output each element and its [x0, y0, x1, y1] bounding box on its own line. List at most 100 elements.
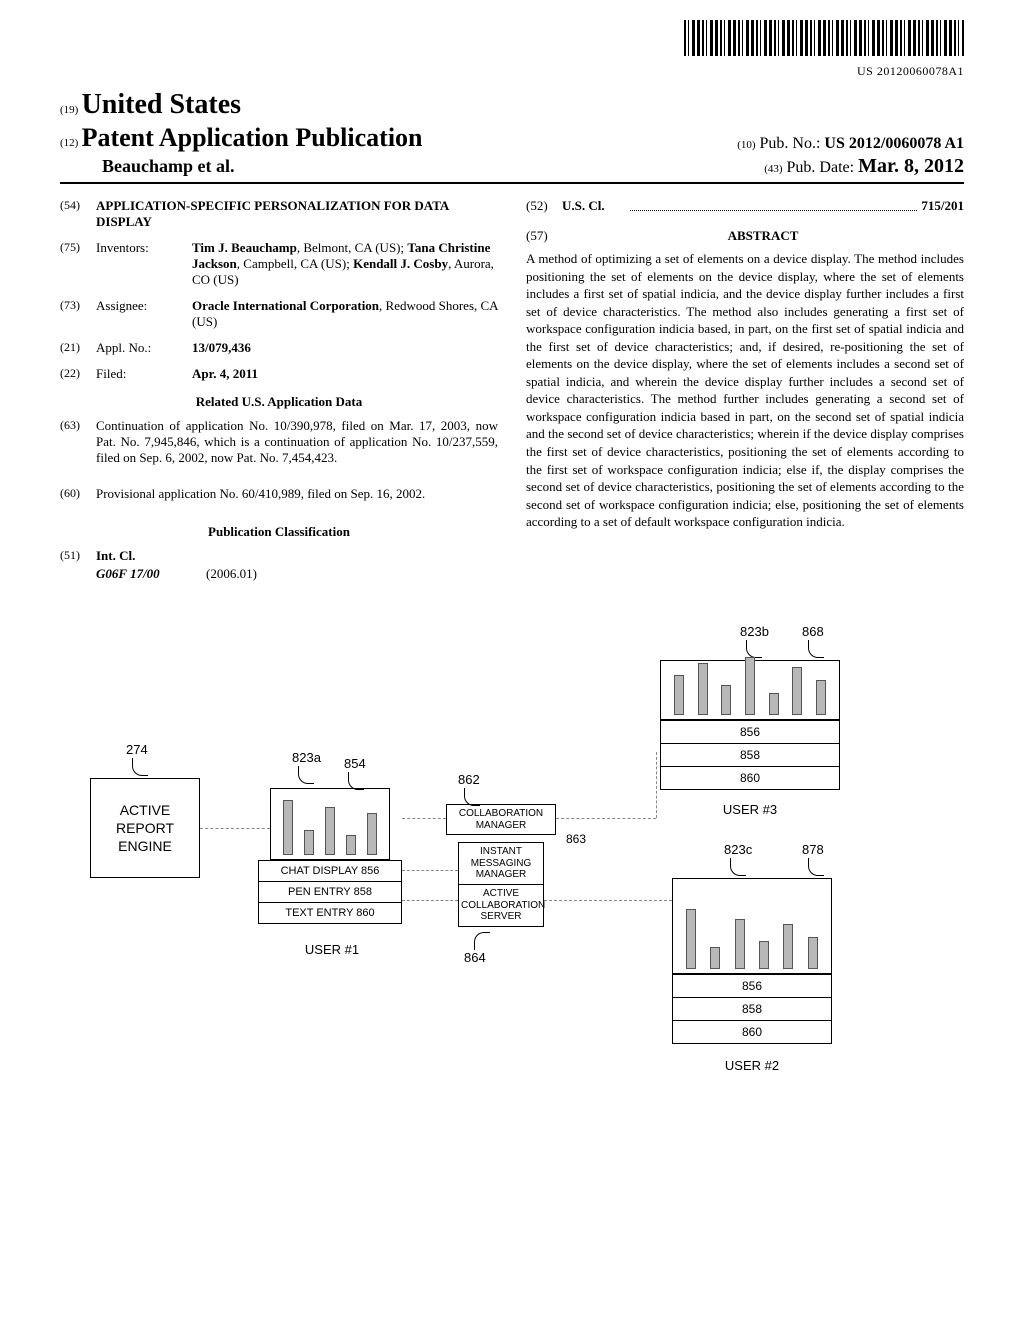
conn-collab-c — [544, 900, 672, 901]
label-21: Appl. No.: — [96, 340, 192, 356]
chart-823b — [660, 660, 840, 720]
num-43: (43) — [764, 163, 782, 175]
num-10: (10) — [737, 139, 755, 151]
u3-860: 860 — [661, 767, 839, 789]
num-60: (60) — [60, 486, 96, 512]
columns: (54) APPLICATION-SPECIFIC PERSONALIZATIO… — [60, 198, 964, 582]
pub-date: Mar. 8, 2012 — [858, 155, 964, 177]
ref-868: 868 — [802, 624, 824, 639]
user1-label: USER #1 — [292, 942, 372, 957]
num-22: (22) — [60, 366, 96, 382]
label-73: Assignee: — [96, 298, 192, 330]
ref-274: 274 — [126, 742, 148, 757]
int-cl-date: (2006.01) — [206, 566, 257, 582]
pub-date-line: (43) Pub. Date: Mar. 8, 2012 — [764, 155, 964, 178]
ref-823b: 823b — [740, 624, 769, 639]
u3-858: 858 — [661, 744, 839, 767]
chart-823a — [270, 788, 390, 860]
active-report-engine: ACTIVE REPORT ENGINE — [90, 778, 200, 878]
hook-823a — [298, 766, 314, 784]
num-19: (19) — [60, 104, 78, 116]
stack-user1: CHAT DISPLAY 856 PEN ENTRY 858 TEXT ENTR… — [258, 860, 402, 924]
field-75: (75) Inventors: Tim J. Beauchamp, Belmon… — [60, 240, 498, 288]
field-57: (57) ABSTRACT — [526, 228, 964, 250]
country-title: United States — [82, 89, 241, 120]
row-text: TEXT ENTRY 860 — [259, 903, 401, 923]
conn-a-collab2 — [402, 870, 458, 871]
pubno-label: Pub. No.: — [760, 135, 821, 152]
pub-row: (12) Patent Application Publication (10)… — [60, 123, 964, 153]
right-col: (52) U.S. Cl. 715/201 (57) ABSTRACT A me… — [526, 198, 964, 582]
pub-title: Patent Application Publication — [82, 123, 423, 152]
patent-figure: 274 ACTIVE REPORT ENGINE 823a 854 CHAT D… — [60, 632, 964, 1152]
ref-878: 878 — [802, 842, 824, 857]
pub-no: US 2012/0060078 A1 — [824, 135, 964, 152]
label-51: Int. Cl. — [96, 548, 498, 564]
hook-823c — [730, 858, 746, 876]
collab-mgr: COLLABORATION MANAGER — [446, 804, 556, 835]
title-54: APPLICATION-SPECIFIC PERSONALIZATION FOR… — [96, 198, 498, 230]
u3-856: 856 — [661, 721, 839, 744]
hook-878 — [808, 858, 824, 876]
ref-823a: 823a — [292, 750, 321, 765]
ref-863: 863 — [566, 832, 586, 846]
row-pen: PEN ENTRY 858 — [259, 882, 401, 903]
user3-label: USER #3 — [710, 802, 790, 817]
conn-274-823a — [200, 828, 270, 829]
pub-no-line: (10) Pub. No.: US 2012/0060078 A1 — [737, 135, 964, 153]
num-63: (63) — [60, 418, 96, 476]
stack-user3: 856 858 860 — [660, 720, 840, 790]
label-22: Filed: — [96, 366, 192, 382]
body-60: Provisional application No. 60/410,989, … — [96, 486, 498, 502]
num-12: (12) — [60, 137, 78, 149]
num-75: (75) — [60, 240, 96, 288]
u2-858: 858 — [673, 998, 831, 1021]
ref-854: 854 — [344, 756, 366, 771]
field-54: (54) APPLICATION-SPECIFIC PERSONALIZATIO… — [60, 198, 498, 230]
field-21: (21) Appl. No.: 13/079,436 — [60, 340, 498, 356]
field-73: (73) Assignee: Oracle International Corp… — [60, 298, 498, 330]
stack-user2: 856 858 860 — [672, 974, 832, 1044]
conn-collab-b-v — [656, 752, 657, 818]
conn-a-collab1 — [402, 818, 446, 819]
author: Beauchamp et al. — [102, 156, 235, 177]
body-63: Continuation of application No. 10/390,9… — [96, 418, 498, 466]
barcode-area — [60, 20, 964, 60]
pubclass-head: Publication Classification — [60, 524, 498, 540]
num-21: (21) — [60, 340, 96, 356]
barcode-caption: US 20120060078A1 — [60, 64, 964, 79]
im-mgr: INSTANT MESSAGING MANAGER — [458, 842, 544, 885]
u2-856: 856 — [673, 975, 831, 998]
abstract-head: ABSTRACT — [562, 228, 964, 244]
pub-type-line: (12) Patent Application Publication — [60, 123, 423, 153]
field-60: (60) Provisional application No. 60/410,… — [60, 486, 498, 512]
label-75: Inventors: — [96, 240, 192, 288]
field-51: (51) Int. Cl. — [60, 548, 498, 564]
num-73: (73) — [60, 298, 96, 330]
acs: ACTIVE COLLABORATION SERVER — [458, 884, 544, 927]
num-51: (51) — [60, 548, 96, 564]
body-21: 13/079,436 — [192, 340, 498, 356]
num-54: (54) — [60, 198, 96, 230]
hook-868 — [808, 640, 824, 658]
chart-823c — [672, 878, 832, 974]
ref-864: 864 — [464, 950, 486, 965]
conn-a-collab3 — [402, 900, 458, 901]
ref-862: 862 — [458, 772, 480, 787]
user2-label: USER #2 — [712, 1058, 792, 1073]
related-head: Related U.S. Application Data — [60, 394, 498, 410]
body-22: Apr. 4, 2011 — [192, 366, 498, 382]
hook-274 — [132, 758, 148, 776]
body-73: Oracle International Corporation, Redwoo… — [192, 298, 498, 330]
body-75: Tim J. Beauchamp, Belmont, CA (US); Tana… — [192, 240, 498, 288]
hook-864 — [474, 932, 490, 950]
left-col: (54) APPLICATION-SPECIFIC PERSONALIZATIO… — [60, 198, 498, 582]
country-line: (19) United States — [60, 89, 241, 121]
u2-860: 860 — [673, 1021, 831, 1043]
field-22: (22) Filed: Apr. 4, 2011 — [60, 366, 498, 382]
row-chat: CHAT DISPLAY 856 — [259, 861, 401, 882]
hook-823b — [746, 640, 762, 658]
int-cl-code: G06F 17/00 — [96, 566, 206, 582]
ref-823c: 823c — [724, 842, 752, 857]
pubdate-label: Pub. Date: — [787, 159, 855, 176]
